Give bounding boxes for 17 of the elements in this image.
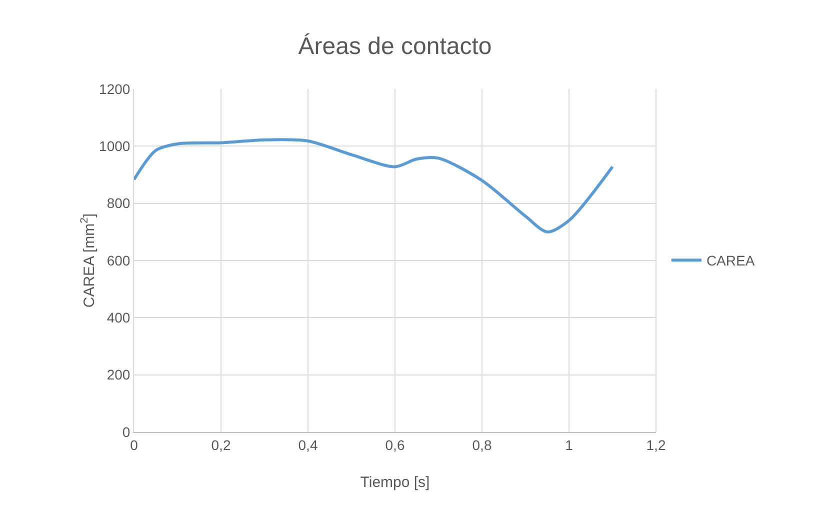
x-tick-label: 1,2 — [646, 436, 666, 453]
line-series — [134, 138, 614, 234]
y-tick-label: 1200 — [99, 80, 130, 97]
y-tick-label: 400 — [106, 310, 130, 326]
x-tick-label: 0,6 — [385, 436, 405, 453]
y-tick-label: 200 — [106, 366, 130, 383]
x-tick-label: 0,4 — [298, 436, 318, 453]
chart-title: Áreas de contacto — [298, 32, 492, 60]
x-tick-label: 0,2 — [211, 436, 231, 453]
y-tick-label: 800 — [106, 195, 130, 212]
x-tick-label: 1 — [565, 436, 574, 453]
legend-label: CAREA — [706, 252, 756, 269]
y-tick-label: 1000 — [99, 138, 130, 154]
y-tick-label: 0 — [122, 424, 130, 440]
x-tick-label: 0,8 — [472, 436, 492, 453]
y-tick-label: 600 — [106, 252, 130, 268]
x-axis-title: Tiempo [s] — [360, 474, 430, 491]
